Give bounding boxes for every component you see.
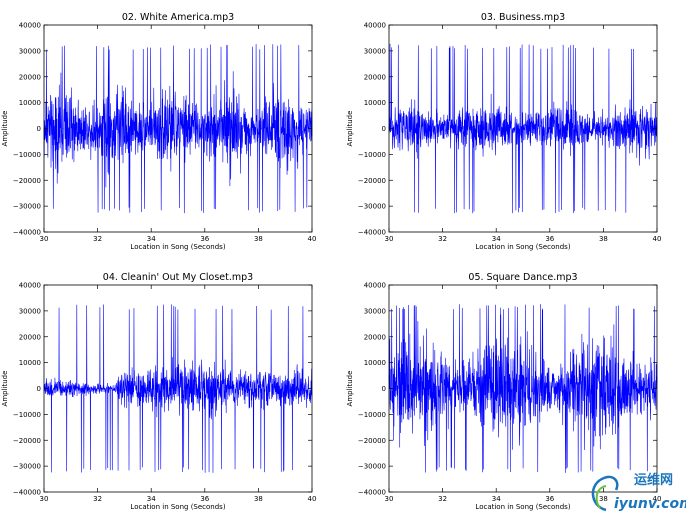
x-tick-label: 38 [254,235,263,243]
y-tick-label: −20000 [13,177,41,185]
chart-title: 02. White America.mp3 [122,12,234,23]
y-tick-label: 10000 [364,99,386,107]
watermark-swirl-icon [591,475,619,512]
chart-title: 04. Cleanin' Out My Closet.mp3 [103,272,253,283]
x-tick-label: 32 [93,495,102,503]
waveform-line [388,304,658,473]
x-axis-label: Location in Song (Seconds) [130,243,225,251]
watermark-en: iyunv.com [614,496,686,512]
x-tick-label: 34 [492,235,501,243]
y-tick-label: 0 [382,125,386,133]
x-tick-label: 34 [147,235,156,243]
y-tick-label: 0 [37,385,41,393]
subplot-3: 30 32 34 36 38 40 −40000 −30000 −20000 −10000 0 100… [1,272,316,511]
x-tick-label: 38 [599,495,608,503]
x-tick-label: 40 [308,235,317,243]
y-tick-label: −30000 [358,203,386,211]
y-tick-label: 20000 [364,333,386,341]
x-tick-label: 40 [653,235,662,243]
y-tick-label: −10000 [358,151,386,159]
waveform-line [388,43,658,214]
x-axis-label: Location in Song (Seconds) [130,503,225,511]
x-tick-label: 32 [438,495,447,503]
y-tick-label: 0 [382,385,386,393]
y-tick-label: 10000 [19,99,41,107]
y-tick-label: −10000 [13,411,41,419]
y-tick-label: 10000 [19,359,41,367]
x-tick-label: 34 [147,495,156,503]
x-tick-label: 36 [200,235,209,243]
y-tick-label: 30000 [364,47,386,55]
x-tick-label: 40 [308,495,317,503]
y-axis-label: Amplitude [346,111,354,147]
x-tick-label: 30 [40,495,49,503]
y-axis-label: Amplitude [1,111,9,147]
waveform-line [43,44,313,214]
y-tick-label: 40000 [19,282,41,290]
subplot-4: 30 32 34 36 38 40 −40000 −30000 −20000 −10000 0 100… [346,272,661,511]
y-tick-label: −20000 [358,177,386,185]
y-tick-label: −30000 [13,463,41,471]
x-tick-label: 36 [545,235,554,243]
y-tick-label: −40000 [358,489,386,497]
y-tick-label: −10000 [358,411,386,419]
watermark: 运维网 iyunv.com [591,472,686,512]
x-tick-label: 38 [599,235,608,243]
x-tick-label: 34 [492,495,501,503]
chart-title: 03. Business.mp3 [481,12,565,23]
x-tick-label: 36 [200,495,209,503]
waveform-line [43,304,313,473]
chart-title: 05. Square Dance.mp3 [468,272,577,283]
y-tick-label: 20000 [364,73,386,81]
y-tick-label: 10000 [364,359,386,367]
y-tick-label: 30000 [19,307,41,315]
x-tick-label: 32 [93,235,102,243]
x-axis-label: Location in Song (Seconds) [475,243,570,251]
y-tick-label: −40000 [13,229,41,237]
x-tick-label: 30 [40,235,49,243]
x-tick-label: 30 [385,235,394,243]
y-tick-label: −40000 [358,229,386,237]
x-tick-label: 30 [385,495,394,503]
x-tick-label: 38 [254,495,263,503]
y-tick-label: 20000 [19,73,41,81]
y-tick-label: 0 [37,125,41,133]
y-tick-label: −30000 [13,203,41,211]
y-tick-label: −30000 [358,463,386,471]
x-tick-label: 36 [545,495,554,503]
subplot-2: 30 32 34 36 38 40 −40000 −30000 −20000 −10000 0 100… [346,12,661,251]
y-tick-label: −20000 [13,437,41,445]
y-tick-label: 40000 [364,282,386,290]
y-tick-label: 30000 [364,307,386,315]
watermark-swirl-accent-icon [595,485,607,509]
y-axis-label: Amplitude [1,371,9,407]
y-axis-label: Amplitude [346,371,354,407]
y-tick-label: −10000 [13,151,41,159]
y-tick-label: 40000 [364,22,386,30]
x-tick-label: 40 [653,495,662,503]
y-tick-label: 30000 [19,47,41,55]
y-tick-label: −20000 [358,437,386,445]
watermark-cn: 运维网 [634,472,673,488]
y-tick-label: −40000 [13,489,41,497]
x-axis-label: Location in Song (Seconds) [475,503,570,511]
x-tick-label: 32 [438,235,447,243]
y-tick-label: 20000 [19,333,41,341]
y-tick-label: 40000 [19,22,41,30]
subplot-1: 30 32 34 36 38 40 −40000 −30000 −20000 −10000 0 100… [1,12,316,251]
